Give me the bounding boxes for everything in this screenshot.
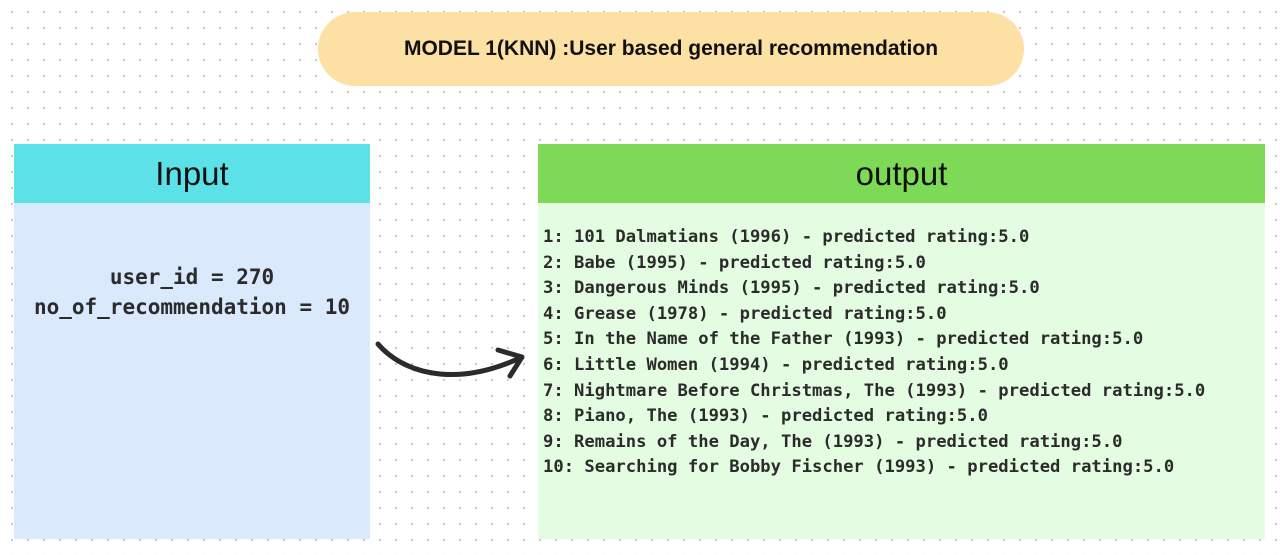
recommendation-item: 2: Babe (1995) - predicted rating:5.0 (543, 252, 926, 273)
output-header: output (538, 144, 1265, 203)
output-panel: output 1: 101 Dalmatians (1996) - predic… (538, 144, 1265, 539)
input-header: Input (14, 144, 370, 203)
recommendation-item: 7: Nightmare Before Christmas, The (1993… (543, 380, 1206, 401)
diagram-title: MODEL 1(KNN) :User based general recomme… (403, 37, 939, 60)
recommendation-item: 9: Remains of the Day, The (1993) - pred… (543, 431, 1123, 452)
recommendation-item: 10: Searching for Bobby Fischer (1993) -… (543, 457, 1175, 478)
input-body: user_id = 270 no_of_recommendation = 10 (14, 262, 370, 322)
recommendation-item: 5: In the Name of the Father (1993) - pr… (543, 329, 1144, 350)
recommendation-item: 8: Piano, The (1993) - predicted rating:… (543, 406, 988, 427)
input-user-id: user_id = 270 (109, 265, 275, 289)
input-no-of-recommendation: no_of_recommendation = 10 (33, 295, 351, 319)
recommendation-list: 1: 101 Dalmatians (1996) - predicted rat… (543, 225, 1205, 481)
recommendation-item: 3: Dangerous Minds (1995) - predicted ra… (543, 278, 1040, 299)
recommendation-item: 6: Little Women (1994) - predicted ratin… (543, 354, 1009, 375)
input-panel: Input user_id = 270 no_of_recommendation… (14, 144, 370, 539)
title-banner: MODEL 1(KNN) :User based general recomme… (318, 12, 1024, 86)
recommendation-item: 4: Grease (1978) - predicted rating:5.0 (543, 303, 947, 324)
curved-arrow-right-icon (375, 341, 525, 379)
recommendation-item: 1: 101 Dalmatians (1996) - predicted rat… (543, 227, 1030, 247)
